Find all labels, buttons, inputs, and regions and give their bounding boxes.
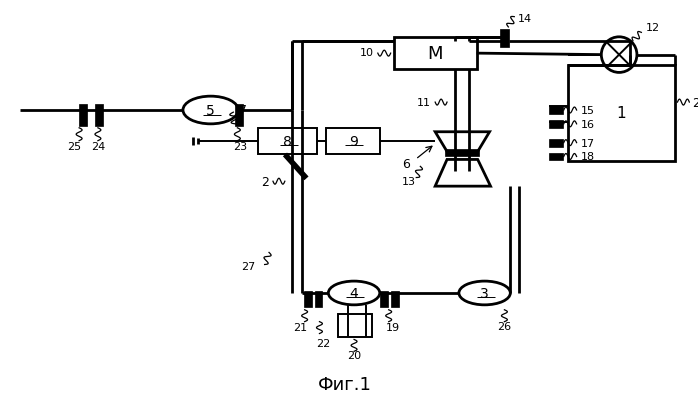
Bar [549, 121, 563, 128]
Text: 12: 12 [646, 23, 660, 33]
Text: 13: 13 [401, 177, 415, 187]
Bar [549, 107, 563, 115]
Text: 27: 27 [241, 261, 255, 271]
Bar [315, 291, 322, 307]
Text: Фиг.1: Фиг.1 [318, 375, 372, 393]
Text: 10: 10 [360, 48, 374, 58]
Text: 3: 3 [480, 286, 489, 300]
Text: 18: 18 [581, 152, 595, 162]
Bar [258, 128, 318, 154]
Text: 14: 14 [518, 14, 533, 24]
Text: 1: 1 [616, 106, 626, 121]
Text: 22: 22 [316, 338, 331, 348]
Text: 8: 8 [283, 134, 292, 148]
Bar [304, 291, 311, 307]
Bar [549, 139, 563, 147]
Text: 9: 9 [348, 134, 357, 148]
Bar [549, 153, 563, 161]
Text: 26: 26 [498, 321, 512, 331]
Text: 16: 16 [581, 119, 595, 130]
Bar [339, 314, 372, 338]
Text: 19: 19 [385, 322, 400, 332]
Bar [394, 38, 477, 70]
Text: 15: 15 [581, 106, 595, 116]
Text: 4: 4 [350, 286, 359, 300]
Text: 24: 24 [91, 141, 105, 151]
Text: 11: 11 [417, 98, 431, 108]
Text: 2: 2 [692, 96, 698, 109]
Bar [567, 65, 674, 162]
Text: 23: 23 [233, 141, 247, 151]
Text: 21: 21 [294, 322, 308, 332]
Bar [500, 30, 510, 48]
Text: 2: 2 [261, 175, 269, 188]
Bar [235, 105, 244, 126]
Text: 25: 25 [67, 141, 81, 151]
Text: 17: 17 [581, 138, 595, 148]
Bar [445, 149, 479, 157]
Text: 5: 5 [207, 104, 215, 118]
Bar [327, 128, 380, 154]
Bar [380, 291, 387, 307]
Text: 6: 6 [403, 158, 410, 170]
Text: M: M [427, 45, 443, 63]
Bar [79, 105, 87, 126]
Text: 7: 7 [239, 104, 247, 117]
Text: 20: 20 [347, 350, 361, 360]
Bar [391, 291, 399, 307]
Bar [95, 105, 103, 126]
